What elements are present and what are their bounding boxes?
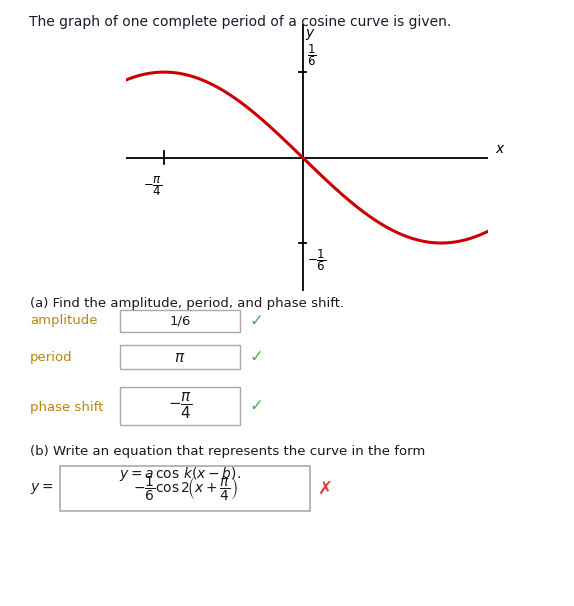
Text: (a) Find the amplitude, period, and phase shift.: (a) Find the amplitude, period, and phas… [30, 297, 344, 310]
Text: $y$: $y$ [305, 27, 316, 42]
FancyBboxPatch shape [120, 310, 240, 332]
Text: ✓: ✓ [250, 348, 264, 366]
Text: $-\dfrac{\pi}{4}$: $-\dfrac{\pi}{4}$ [143, 175, 162, 198]
Text: $y = $: $y = $ [30, 481, 53, 496]
Text: (b) Write an equation that represents the curve in the form: (b) Write an equation that represents th… [30, 445, 425, 458]
Text: $-\dfrac{1}{6}\cos 2\!\left(x+\dfrac{\pi}{4}\right)$: $-\dfrac{1}{6}\cos 2\!\left(x+\dfrac{\pi… [133, 474, 238, 503]
Text: $-\dfrac{\pi}{4}$: $-\dfrac{\pi}{4}$ [168, 391, 192, 421]
Text: ✓: ✓ [250, 312, 264, 330]
Text: $y = a\,\cos\,k(x - b).$: $y = a\,\cos\,k(x - b).$ [119, 465, 241, 482]
Text: $-\dfrac{1}{6}$: $-\dfrac{1}{6}$ [307, 247, 327, 273]
Text: period: period [30, 351, 73, 364]
Text: phase shift: phase shift [30, 401, 103, 414]
Text: $x$: $x$ [495, 142, 506, 156]
Text: $\dfrac{1}{6}$: $\dfrac{1}{6}$ [307, 42, 317, 68]
FancyBboxPatch shape [120, 345, 240, 369]
Text: 1/6: 1/6 [169, 315, 191, 327]
FancyBboxPatch shape [120, 387, 240, 425]
Text: ✗: ✗ [318, 479, 333, 498]
Text: The graph of one complete period of a cosine curve is given.: The graph of one complete period of a co… [29, 15, 451, 29]
FancyBboxPatch shape [60, 467, 310, 511]
Text: $\pi$: $\pi$ [174, 350, 186, 365]
Text: amplitude: amplitude [30, 315, 98, 327]
Text: ✓: ✓ [250, 398, 264, 415]
